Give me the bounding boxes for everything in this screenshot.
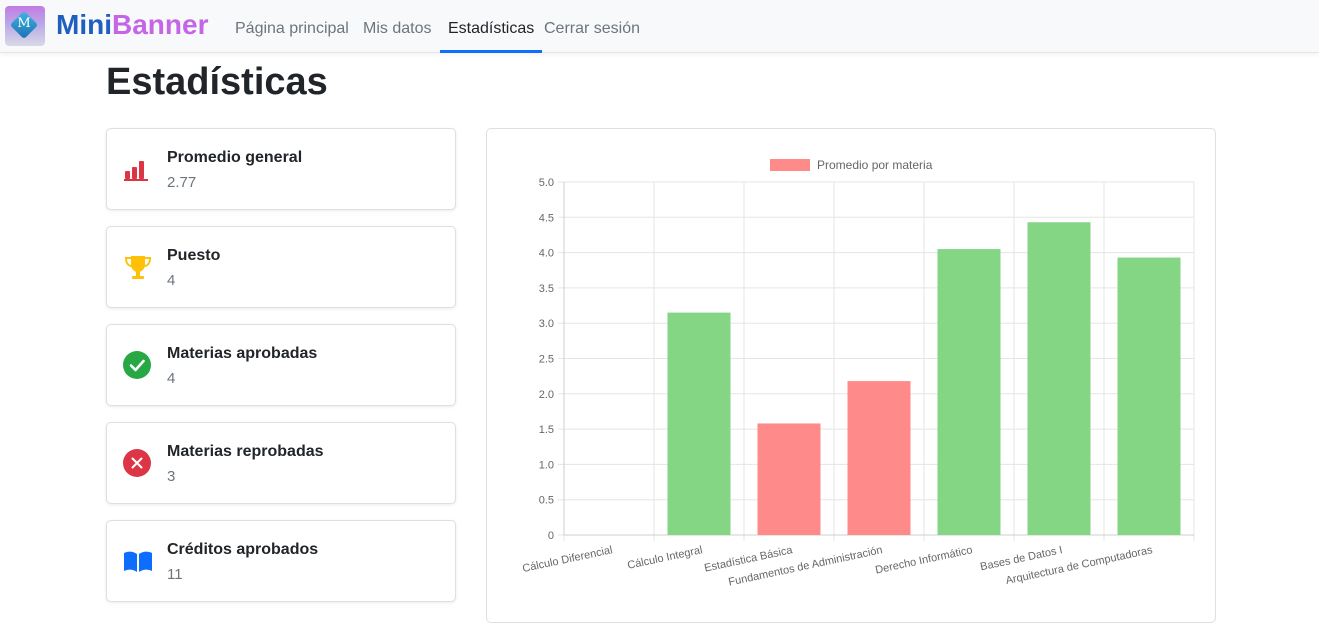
stat-card-credits: Créditos aprobados 11 xyxy=(106,520,456,602)
bar[interactable] xyxy=(667,312,731,535)
bar[interactable] xyxy=(1117,257,1181,535)
stat-card-failed: Materias reprobadas 3 xyxy=(106,422,456,504)
legend-swatch[interactable] xyxy=(770,159,810,171)
bar[interactable] xyxy=(847,381,911,535)
app-logo[interactable]: M xyxy=(5,6,45,46)
stat-label: Puesto xyxy=(167,247,221,264)
x-tick-label: Cálculo Diferencial xyxy=(521,544,613,575)
stat-value: 4 xyxy=(167,272,176,289)
page-title: Estadísticas xyxy=(106,61,328,103)
nav-item-logout[interactable]: Cerrar sesión xyxy=(544,20,641,37)
brand-part-2: Banner xyxy=(112,9,209,40)
y-tick-label: 2.0 xyxy=(539,389,554,401)
stat-label: Materias aprobadas xyxy=(167,345,318,362)
stat-label: Créditos aprobados xyxy=(167,541,319,558)
book-icon xyxy=(124,551,152,572)
y-tick-label: 2.5 xyxy=(539,354,554,366)
brand-name[interactable]: MiniBanner xyxy=(56,7,208,43)
nav-item-statistics[interactable]: Estadísticas xyxy=(440,0,543,53)
logo-letter: M xyxy=(17,16,31,31)
stat-value: 2.77 xyxy=(167,174,197,191)
y-tick-label: 3.0 xyxy=(539,318,554,330)
bar[interactable] xyxy=(757,423,821,535)
bar[interactable] xyxy=(1027,222,1091,535)
stat-value: 3 xyxy=(167,468,176,485)
stat-value: 4 xyxy=(167,370,176,387)
y-tick-label: 3.5 xyxy=(539,283,554,295)
chart-card: Promedio por materia 5.0 4.5 4.0 3.5 3.0 2.5 2… xyxy=(486,128,1216,623)
nav-item-my-data[interactable]: Mis datos xyxy=(363,20,432,37)
y-tick-label: 4.5 xyxy=(539,212,554,224)
stat-card-average: Promedio general 2.77 xyxy=(106,128,456,210)
y-tick-label: 1.0 xyxy=(539,459,554,471)
stat-label: Promedio general xyxy=(167,149,303,166)
y-tick-label: 5.0 xyxy=(539,177,554,189)
y-tick-label: 0.5 xyxy=(539,495,554,507)
bar-chart: Promedio por materia 5.0 4.5 4.0 3.5 3.0 2.5 2… xyxy=(521,158,1195,589)
legend-label[interactable]: Promedio por materia xyxy=(817,158,933,172)
x-tick-label: Fundamentos de Administración xyxy=(727,544,883,588)
navbar: M MiniBanner Página principal Mis datos … xyxy=(0,0,1319,53)
x-tick-label: Derecho Informático xyxy=(874,544,973,576)
y-tick-label: 0 xyxy=(548,530,554,542)
stat-value: 11 xyxy=(167,566,183,583)
y-tick-label: 1.5 xyxy=(539,424,554,436)
bar[interactable] xyxy=(937,249,1001,535)
stat-card-rank: Puesto 4 xyxy=(106,226,456,308)
stat-label: Materias reprobadas xyxy=(167,443,324,460)
stat-card-passed: Materias aprobadas 4 xyxy=(106,324,456,406)
y-tick-label: 4.0 xyxy=(539,248,554,260)
x-tick-label: Cálculo Integral xyxy=(626,544,703,572)
bar-chart-icon xyxy=(124,161,148,181)
trophy-icon xyxy=(124,256,152,279)
check-circle-icon xyxy=(123,351,151,379)
x-circle-icon xyxy=(123,449,151,477)
nav-item-home[interactable]: Página principal xyxy=(235,20,349,37)
brand-part-1: Mini xyxy=(56,9,112,40)
